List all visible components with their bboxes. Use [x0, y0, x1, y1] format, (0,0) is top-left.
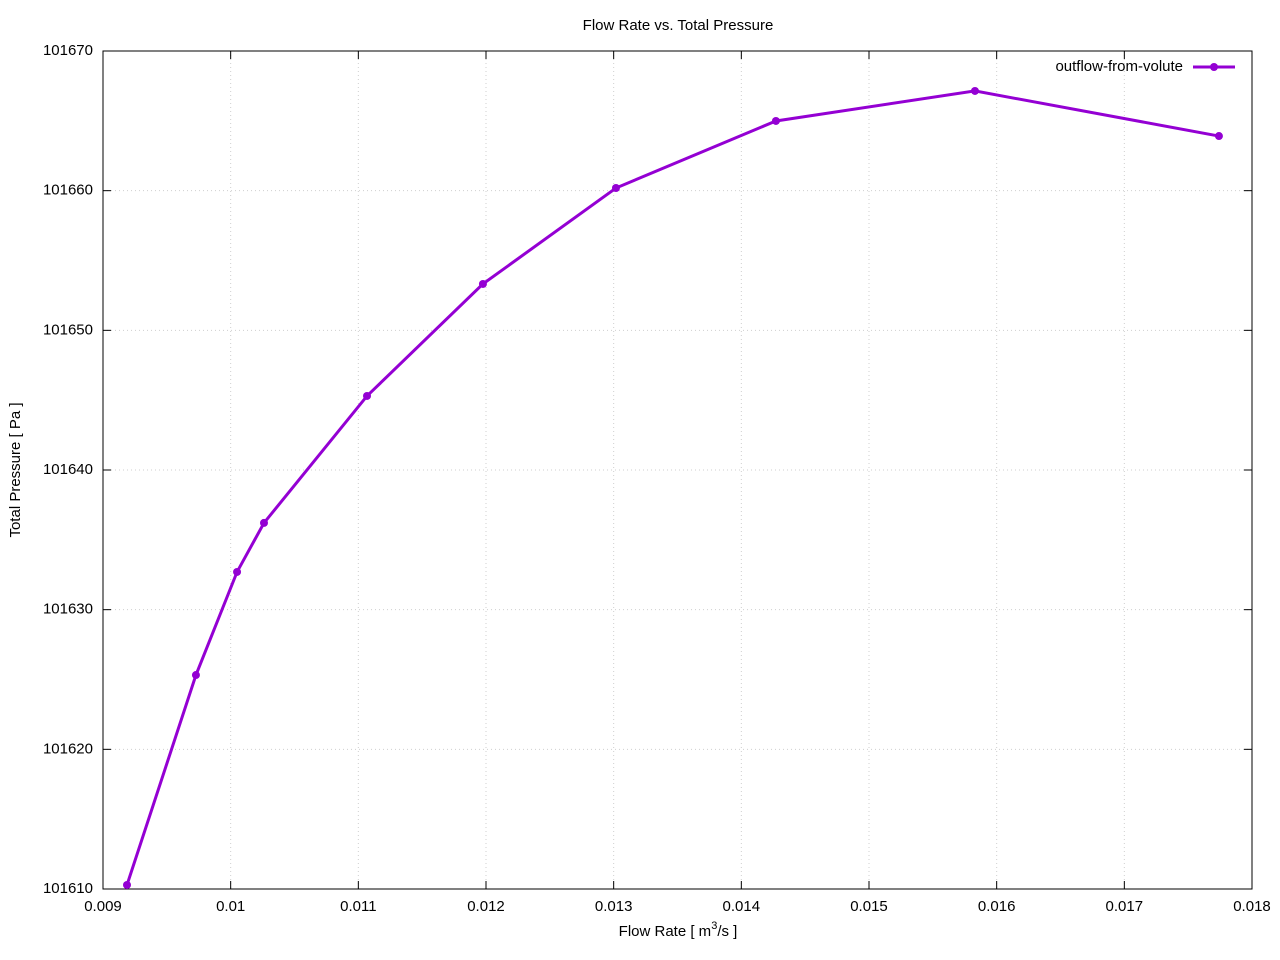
x-tick-label: 0.014: [723, 898, 761, 915]
x-tick-label: 0.015: [850, 898, 888, 915]
x-axis-label-part: Flow Rate [ m: [619, 923, 712, 940]
data-point: [259, 518, 268, 527]
legend-marker: [1210, 63, 1218, 71]
x-tick-label: 0.017: [1106, 898, 1144, 915]
y-axis-label: Total Pressure [ Pa ]: [7, 402, 24, 537]
y-tick-label: 101660: [43, 182, 93, 199]
data-point: [363, 391, 372, 400]
data-point: [478, 279, 487, 288]
x-tick-label: 0.012: [467, 898, 505, 915]
x-tick-label: 0.011: [340, 898, 376, 915]
x-tick-label: 0.009: [84, 898, 122, 915]
data-point: [123, 880, 132, 889]
legend-label: outflow-from-volute: [1055, 58, 1183, 75]
chart-title: Flow Rate vs. Total Pressure: [583, 17, 774, 34]
data-point: [970, 86, 979, 95]
data-point: [191, 671, 200, 680]
y-tick-label: 101610: [43, 880, 93, 897]
plot-frame: [102, 50, 1253, 890]
y-tick-label: 101630: [43, 601, 93, 618]
x-axis-label-part: /s ]: [717, 923, 737, 940]
x-tick-label: 0.01: [216, 898, 245, 915]
x-tick-label: 0.013: [595, 898, 633, 915]
data-point: [771, 116, 780, 125]
x-tick-label: 0.018: [1233, 898, 1271, 915]
y-tick-label: 101650: [43, 321, 93, 338]
data-point: [1214, 132, 1223, 141]
data-point: [233, 567, 242, 576]
y-tick-label: 101620: [43, 740, 93, 757]
x-axis-label-superscript: 3: [711, 920, 717, 932]
x-axis-label: Flow Rate [ m3/s ]: [619, 920, 738, 940]
y-tick-label: 101670: [43, 42, 93, 59]
series-line: [125, 89, 1220, 886]
x-tick-label: 0.016: [978, 898, 1016, 915]
data-point: [611, 184, 620, 193]
y-tick-label: 101640: [43, 461, 93, 478]
